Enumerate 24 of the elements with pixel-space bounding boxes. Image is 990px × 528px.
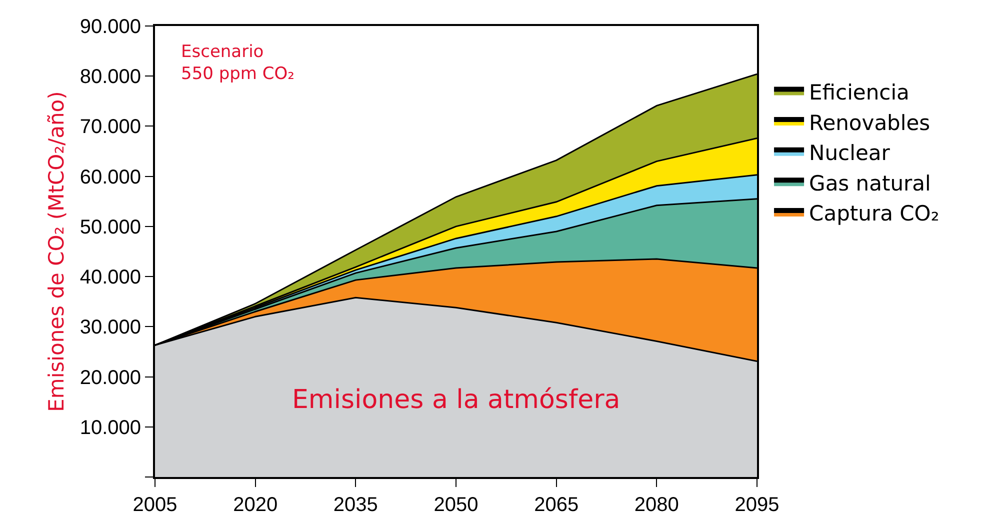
x-tick-label: 2035 [333, 494, 378, 516]
x-tick-label: 2095 [734, 494, 780, 516]
y-axis-title: Emisiones de CO₂ (MtCO₂/año) [44, 91, 68, 412]
legend-label: Nuclear [809, 141, 890, 166]
x-tick-label: 2065 [534, 494, 579, 516]
legend-label: Eficiencia [809, 80, 910, 104]
y-tick-label: 30.000 [80, 316, 141, 339]
y-tick-label: 40.000 [80, 266, 141, 289]
y-tick-label: 90.000 [80, 16, 141, 38]
y-tick-label: 70.000 [80, 116, 141, 138]
x-tick-label: 2020 [233, 494, 278, 516]
legend-label: Gas natural [809, 171, 931, 196]
y-tick-label: 80.000 [80, 66, 141, 88]
x-tick-label: 2050 [434, 494, 478, 516]
y-tick-label: 10.000 [80, 416, 141, 439]
annotation: Escenario 550 ppm CO₂ [181, 42, 294, 84]
annotation: Emisiones a la atmósfera [292, 385, 620, 415]
legend-label: Captura CO₂ [809, 202, 940, 226]
y-tick-label: 20.000 [80, 366, 141, 389]
x-tick-label: 2080 [634, 494, 679, 516]
y-tick-label: 60.000 [80, 166, 141, 188]
y-tick-label: 50.000 [80, 216, 141, 238]
x-tick-label: 2005 [132, 494, 178, 516]
legend-label: Renovables [809, 110, 930, 135]
